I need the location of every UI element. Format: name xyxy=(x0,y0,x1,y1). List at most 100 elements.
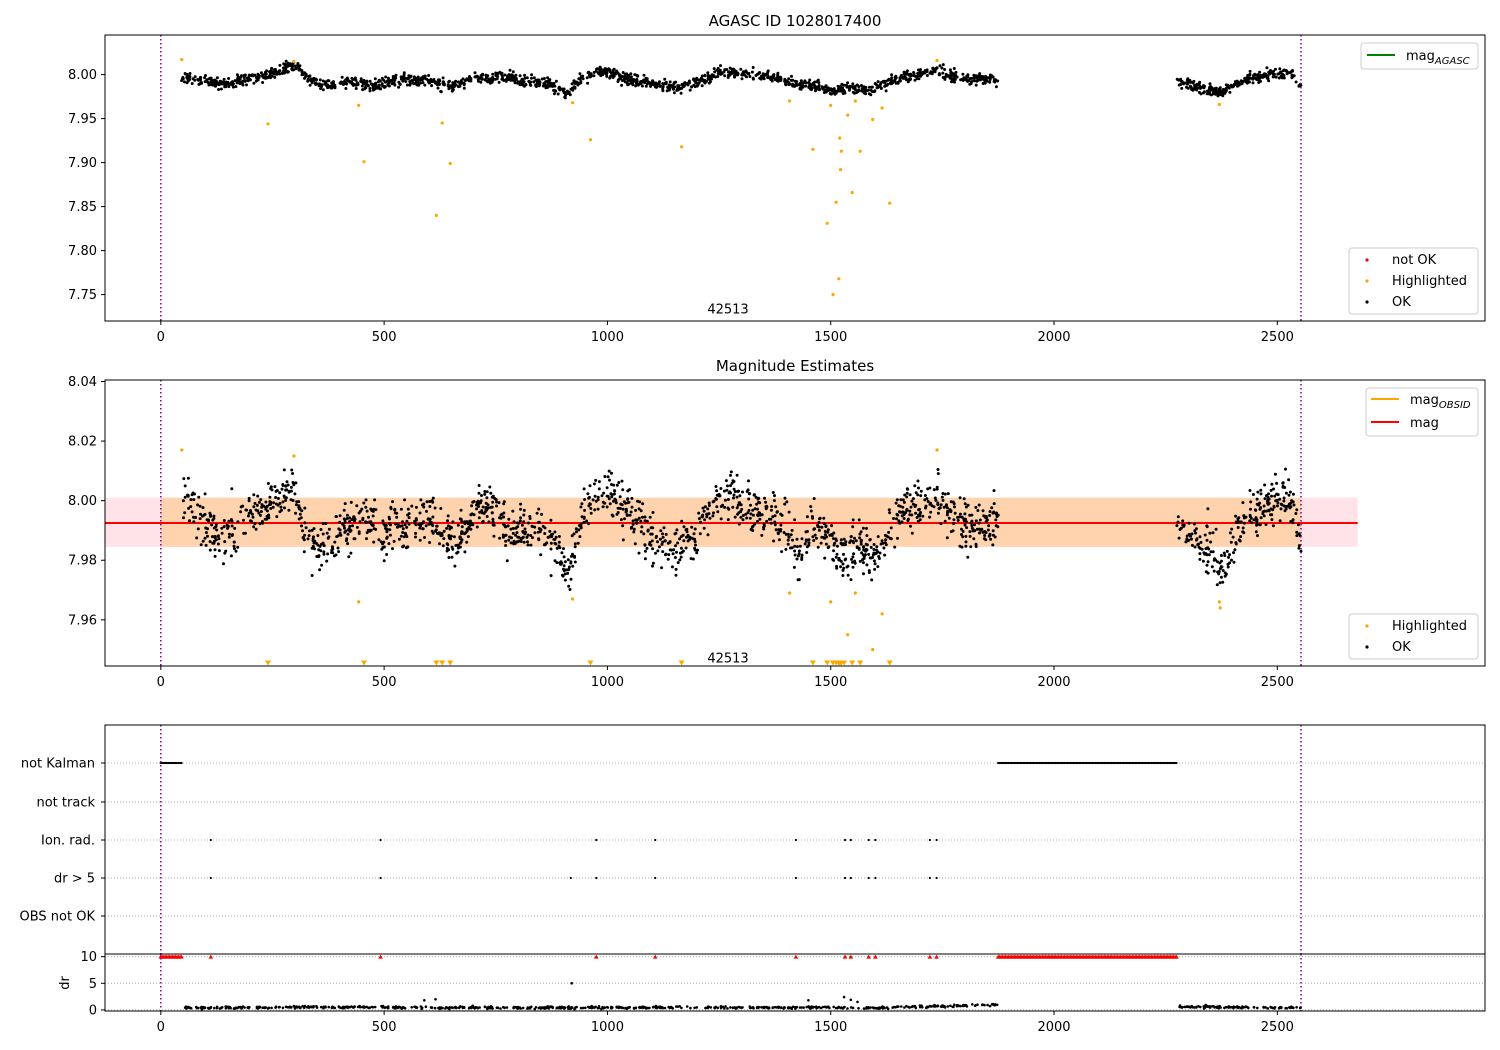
ok-point xyxy=(579,505,583,509)
ok-point xyxy=(612,483,616,487)
ok-point xyxy=(441,76,445,80)
ok-point xyxy=(343,502,347,506)
ok-point xyxy=(651,511,655,514)
ok-point xyxy=(410,79,414,82)
ok-point xyxy=(657,545,661,549)
ok-point xyxy=(350,80,354,84)
ok-point xyxy=(828,92,832,95)
ok-point xyxy=(408,75,412,79)
ok-point xyxy=(407,516,411,520)
dr-point xyxy=(298,1006,302,1010)
ok-point xyxy=(748,492,752,496)
dr-point xyxy=(1202,1005,1205,1008)
highlighted-point xyxy=(788,99,792,103)
ok-point xyxy=(307,534,311,538)
ok-point xyxy=(972,73,976,77)
ok-point xyxy=(231,85,235,89)
highlighted-point xyxy=(839,149,844,153)
dr-point xyxy=(1232,1005,1236,1009)
ok-point xyxy=(534,78,538,82)
ok-point xyxy=(201,539,205,543)
dr-point xyxy=(1262,1005,1265,1009)
dr-axis-label: dr xyxy=(58,976,73,990)
ok-point xyxy=(463,550,467,554)
highlighted-below-axis-marker xyxy=(265,660,272,666)
ok-point xyxy=(941,498,945,502)
ok-point xyxy=(300,73,304,77)
ok-point xyxy=(699,520,702,524)
ok-point xyxy=(183,495,187,499)
ok-point xyxy=(844,540,848,544)
highlighted-point xyxy=(571,101,575,105)
ok-point xyxy=(618,73,622,77)
ok-point xyxy=(602,491,606,495)
ok-point xyxy=(603,69,607,73)
ok-point xyxy=(966,79,970,83)
ok-point xyxy=(317,555,321,559)
dr-point xyxy=(756,1005,759,1009)
ok-point xyxy=(521,81,525,84)
ok-point xyxy=(230,519,234,523)
ok-point xyxy=(282,468,286,472)
ok-point xyxy=(668,80,672,84)
x-tick-label: 1000 xyxy=(591,1020,624,1035)
ok-point xyxy=(243,531,247,535)
ok-point xyxy=(823,530,827,533)
ok-point xyxy=(300,524,303,528)
ok-point xyxy=(246,514,250,518)
ok-point xyxy=(903,493,907,497)
ok-point xyxy=(780,550,784,554)
ok-point xyxy=(953,80,956,84)
ok-point xyxy=(479,80,483,84)
ok-point xyxy=(917,68,920,72)
ok-point xyxy=(883,84,887,88)
ok-point xyxy=(987,524,991,528)
ok-point xyxy=(642,532,646,536)
ok-point xyxy=(633,542,637,546)
highlighted-point xyxy=(837,277,841,281)
dr-point xyxy=(980,1003,984,1007)
ok-point xyxy=(500,75,504,78)
ok-point xyxy=(437,78,441,82)
ok-point xyxy=(372,83,376,87)
ok-point xyxy=(739,510,743,514)
ok-point xyxy=(247,499,251,503)
ok-point xyxy=(993,535,997,539)
ok-point xyxy=(637,551,641,555)
highlighted-point xyxy=(357,103,361,107)
ok-point xyxy=(284,59,288,63)
ok-point xyxy=(504,544,508,547)
dr-point xyxy=(342,1006,346,1009)
ok-point xyxy=(562,567,565,571)
ok-point xyxy=(762,77,766,81)
highlighted-point xyxy=(850,190,854,195)
ok-point xyxy=(746,71,750,75)
ok-point xyxy=(463,79,467,82)
ok-point xyxy=(841,92,845,95)
ok-point xyxy=(275,489,279,492)
ok-point xyxy=(384,526,387,530)
dr-point xyxy=(1292,1006,1295,1009)
highlighted-point xyxy=(266,122,270,126)
ok-point xyxy=(968,77,972,81)
ok-point xyxy=(1219,89,1223,93)
ok-point xyxy=(306,537,310,541)
ok-point xyxy=(222,519,226,522)
highlighted-point xyxy=(838,136,842,140)
ok-point xyxy=(762,524,766,528)
dr-point xyxy=(383,1006,387,1009)
ok-point xyxy=(1178,528,1182,531)
ok-point xyxy=(946,74,950,78)
dr-point xyxy=(680,1006,683,1010)
dr-point xyxy=(582,1006,585,1010)
ok-point xyxy=(913,78,917,82)
ok-point xyxy=(706,71,710,75)
ok-point xyxy=(431,500,435,504)
ok-point xyxy=(822,536,826,539)
ok-point xyxy=(902,500,906,504)
ok-point xyxy=(466,522,470,526)
ok-point xyxy=(400,524,404,528)
dr-point xyxy=(791,1005,795,1009)
ok-point xyxy=(960,77,964,81)
